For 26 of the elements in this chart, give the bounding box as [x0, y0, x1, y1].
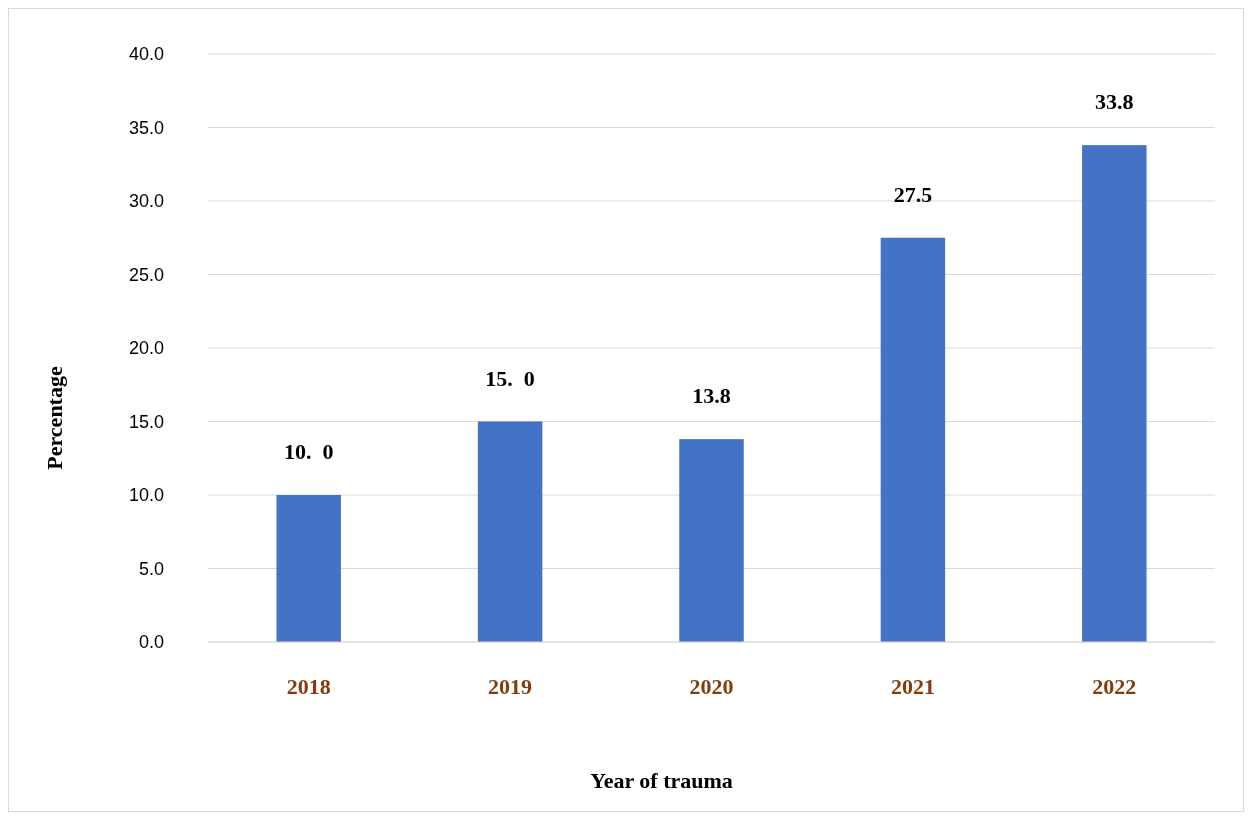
- bar: [679, 439, 744, 642]
- x-tick-label: 2018: [286, 674, 331, 699]
- bar: [477, 421, 543, 642]
- y-tick-label: 20.0: [128, 338, 164, 359]
- x-tick-label: 2020: [689, 674, 734, 699]
- y-tick-label: 25.0: [128, 264, 164, 285]
- data-label: 10. 0: [283, 439, 334, 464]
- data-label: 27.5: [893, 181, 933, 207]
- bar: [1082, 145, 1147, 642]
- y-tick-label: 15.0: [128, 411, 164, 432]
- x-tick-label: 2022: [1092, 674, 1137, 699]
- bar: [880, 237, 946, 642]
- data-label: 33.8: [1095, 89, 1134, 115]
- y-tick-label: 0.0: [138, 632, 164, 653]
- bar: [276, 495, 341, 642]
- y-tick-label: 35.0: [128, 117, 164, 138]
- y-axis-title: Percentage: [42, 366, 67, 470]
- y-tick-label: 10.0: [128, 485, 164, 506]
- x-tick-label: 2019: [488, 674, 533, 699]
- y-tick-label: 30.0: [128, 191, 164, 212]
- x-tick-label: 2021: [890, 674, 935, 699]
- data-label: 13.8: [692, 383, 731, 409]
- y-tick-label: 40.0: [128, 44, 164, 65]
- data-label: 15. 0: [485, 365, 535, 391]
- y-tick-label: 5.0: [138, 558, 164, 579]
- x-axis-title: Year of trauma: [590, 768, 733, 793]
